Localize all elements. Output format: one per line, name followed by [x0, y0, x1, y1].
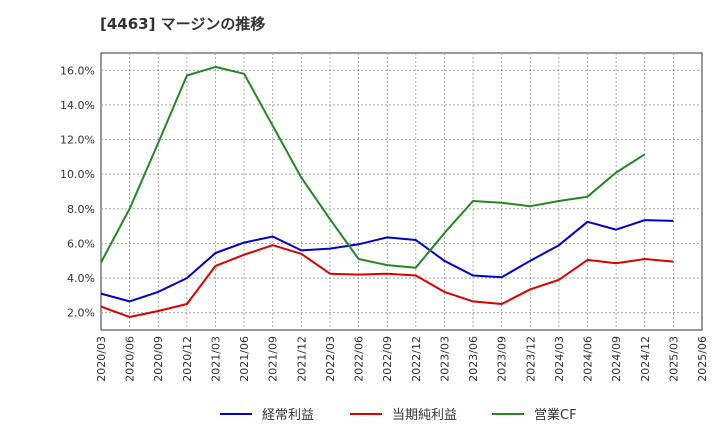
series-lines: [100, 65, 674, 318]
y-tick-label: 4.0%: [67, 272, 95, 285]
plot-area: [100, 52, 703, 331]
x-tick-label: 2022/12: [410, 336, 423, 382]
x-tick-label: 2020/06: [124, 336, 137, 382]
y-axis-ticks: 2.0% 4.0% 6.0% 8.0% 10.0% 12.0% 14.0% 16.0%: [60, 64, 95, 319]
x-tick-label: 2020/09: [152, 336, 165, 382]
x-tick-label: 2025/06: [696, 336, 709, 382]
chart-title: [4463] マージンの推移: [100, 15, 265, 33]
x-tick-label: 2022/06: [353, 336, 366, 382]
x-tick-label: 2020/03: [95, 336, 108, 382]
x-tick-label: 2024/03: [553, 336, 566, 382]
x-tick-label: 2022/03: [324, 336, 337, 382]
y-tick-label: 12.0%: [60, 134, 95, 147]
x-axis-ticks: 2020/03 2020/06 2020/09 2020/12 2021/03 2021/…: [95, 336, 709, 382]
x-tick-label: 2023/09: [496, 336, 509, 382]
x-tick-label: 2024/06: [582, 336, 595, 382]
legend-label-2: 営業CF: [534, 407, 577, 423]
x-tick-label: 2021/06: [238, 336, 251, 382]
y-tick-label: 14.0%: [60, 99, 95, 112]
x-tick-label: 2023/03: [438, 336, 451, 382]
grid-lines: [101, 53, 702, 330]
x-tick-label: 2022/09: [381, 336, 394, 382]
x-tick-label: 2021/12: [295, 336, 308, 382]
x-tick-label: 2021/09: [267, 336, 280, 382]
x-tick-label: 2024/12: [639, 336, 652, 382]
series-line-0: [100, 219, 674, 303]
x-tick-label: 2023/12: [524, 336, 537, 382]
x-tick-label: 2024/09: [610, 336, 623, 382]
y-tick-label: 16.0%: [60, 64, 95, 77]
legend-label-0: 経常利益: [262, 408, 314, 423]
y-tick-label: 10.0%: [60, 168, 95, 181]
y-tick-label: 2.0%: [67, 307, 95, 320]
x-tick-label: 2025/03: [667, 336, 680, 382]
y-tick-label: 6.0%: [67, 237, 95, 250]
legend: 経常利益 当期純利益 営業CF: [220, 407, 577, 423]
y-tick-label: 8.0%: [67, 203, 95, 216]
x-tick-label: 2023/06: [467, 336, 480, 382]
series-line-2: [100, 65, 646, 269]
series-line-1: [100, 244, 674, 318]
legend-label-1: 当期純利益: [392, 408, 457, 423]
x-tick-label: 2021/03: [209, 336, 222, 382]
x-tick-label: 2020/12: [181, 336, 194, 382]
